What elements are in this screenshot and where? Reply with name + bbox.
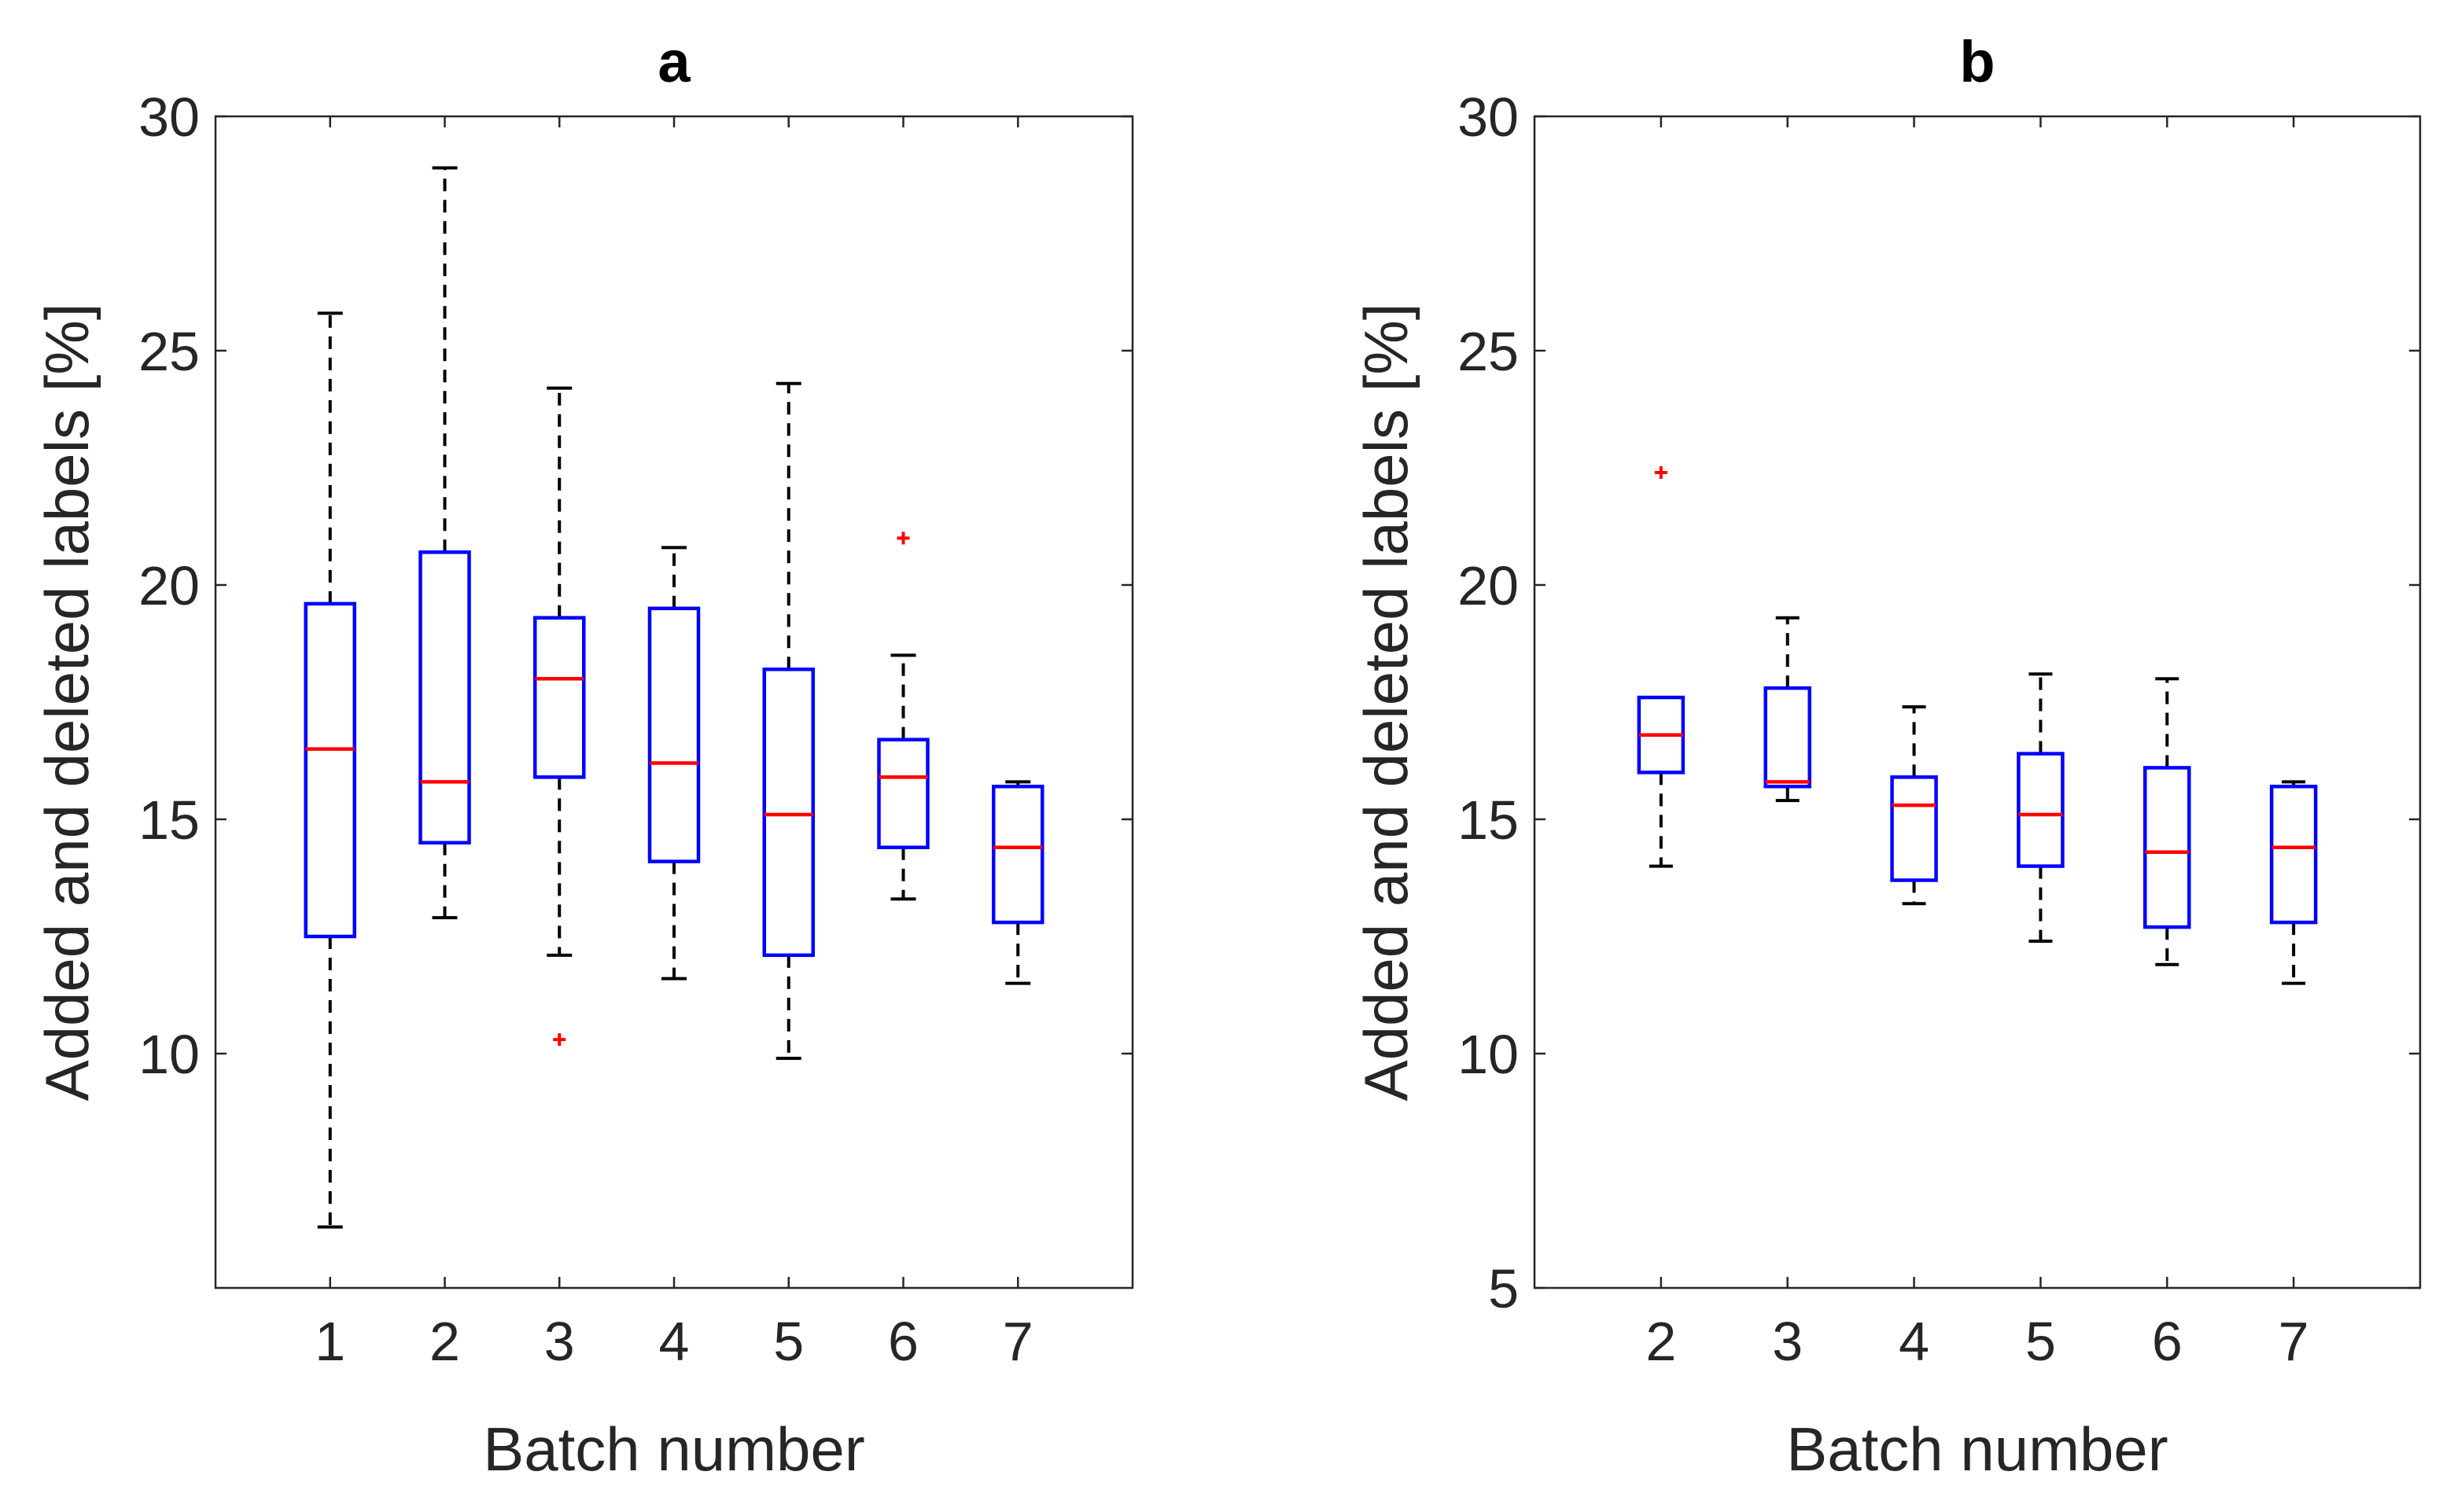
panel-b: b Added and deleted labels [%] Batch num… [1351, 29, 2422, 1484]
panel-b-xtick-label: 6 [2152, 1311, 2183, 1372]
panel-a-box [762, 668, 815, 958]
panel-a-box [418, 550, 471, 845]
panel-b-xtick-label: 3 [1772, 1311, 1803, 1372]
panel-b-plot: 5 10 15 20 25 30 2 3 4 5 6 7 [1457, 86, 2420, 1372]
panel-a-plot: 10 15 20 25 30 1 2 3 4 5 6 7 [138, 86, 1133, 1372]
panel-a-ytick-label: 30 [138, 86, 200, 148]
panel-b-ytick-label: 20 [1457, 555, 1519, 616]
panel-a-xlabel: Batch number [483, 1415, 865, 1484]
panel-a-ytick-label: 10 [138, 1024, 200, 1085]
panel-b-xtick-label: 4 [1899, 1311, 1929, 1372]
panel-a-title: a [658, 29, 691, 94]
panel-a-ylabel: Added and deleted labels [%] [32, 304, 101, 1102]
panel-b-xtick-label: 7 [2279, 1311, 2309, 1372]
panel-a-box [992, 785, 1044, 925]
panel-a-box [533, 616, 586, 779]
panel-b-box [1890, 775, 1938, 882]
panel-b-ytick-label: 5 [1488, 1258, 1519, 1319]
panel-b-box [2269, 785, 2318, 925]
panel-b-axes-box [1533, 115, 2422, 1289]
panel-a-xtick-label: 4 [659, 1311, 690, 1372]
panel-a-box [877, 738, 930, 850]
panel-a-ytick-label: 20 [138, 555, 200, 616]
panel-b-xlabel: Batch number [1786, 1415, 2168, 1484]
panel-a-xtick-label: 6 [888, 1311, 919, 1372]
panel-b-ylabel: Added and deleted labels [%] [1351, 304, 1420, 1102]
panel-b-box [2143, 766, 2191, 929]
panel-a-box [304, 601, 356, 939]
panel-a-ytick-label: 15 [138, 789, 200, 851]
panel-a-box [647, 606, 701, 863]
panel-b-box [2017, 752, 2065, 868]
panel-b-xtick-label: 5 [2025, 1311, 2056, 1372]
panel-b-xtick-label: 2 [1645, 1311, 1676, 1372]
panel-b-ytick-label: 10 [1457, 1024, 1519, 1085]
panel-b-box [1763, 686, 1811, 789]
panel-a-xtick-label: 7 [1003, 1311, 1033, 1372]
panel-a: a Added and deleted labels [%] Batch num… [32, 29, 1134, 1484]
panel-a-xtick-label: 5 [773, 1311, 804, 1372]
panel-b-title: b [1959, 29, 1995, 94]
panel-a-xtick-label: 3 [544, 1311, 575, 1372]
panel-a-xtick-label: 2 [429, 1311, 460, 1372]
panel-b-ytick-label: 30 [1457, 86, 1519, 148]
panel-a-xtick-label: 1 [315, 1311, 345, 1372]
panel-a-ytick-label: 25 [138, 321, 200, 382]
panel-b-ytick-label: 15 [1457, 789, 1519, 851]
panel-b-ytick-label: 25 [1457, 321, 1519, 382]
